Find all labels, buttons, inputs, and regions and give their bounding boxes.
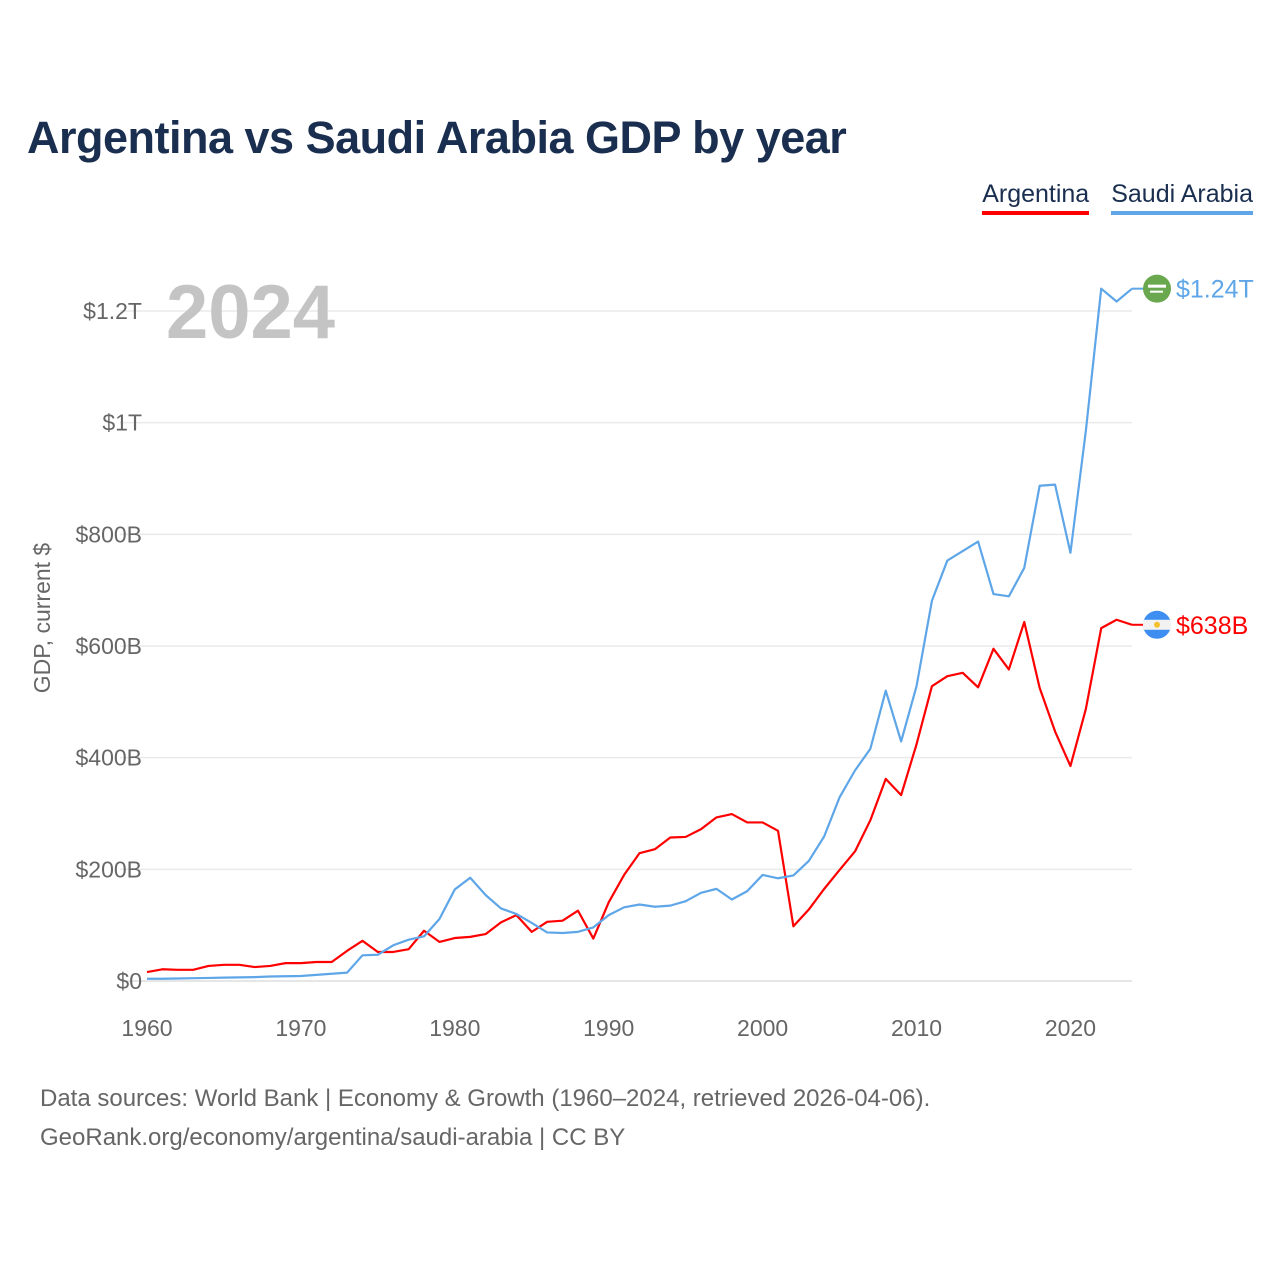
y-tick-label: $600B	[75, 633, 142, 659]
saudi-arabia-flag-icon	[1143, 274, 1171, 303]
year-watermark: 2024	[166, 270, 335, 355]
x-tick-label: 1960	[121, 1015, 172, 1041]
y-tick-label: $400B	[75, 745, 142, 771]
y-axis-label: GDP, current $	[29, 543, 55, 694]
y-tick-label: $800B	[75, 521, 142, 547]
y-tick-label: $0	[116, 968, 142, 994]
y-tick-label: $1T	[102, 410, 142, 436]
y-tick-label: $200B	[75, 856, 142, 882]
end-value-label: $638B	[1176, 612, 1248, 640]
y-tick-label: $1.2T	[83, 298, 142, 324]
legend-saudi-arabia[interactable]: Saudi Arabia	[1111, 180, 1253, 215]
end-value-label: $1.24T	[1176, 276, 1254, 304]
source-note: Data sources: World Bank | Economy & Gro…	[40, 1085, 931, 1112]
x-tick-label: 1990	[583, 1015, 634, 1041]
x-tick-label: 2010	[891, 1015, 942, 1041]
legend: Argentina Saudi Arabia	[982, 180, 1253, 215]
argentina-flag-icon	[1143, 610, 1171, 639]
series-line-argentina[interactable]	[146, 618, 1133, 974]
source-link[interactable]: GeoRank.org/economy/argentina/saudi-arab…	[40, 1124, 626, 1151]
legend-argentina[interactable]: Argentina	[982, 180, 1090, 215]
series-line-saudi-arabia[interactable]	[147, 287, 1133, 980]
page-title: Argentina vs Saudi Arabia GDP by year	[27, 112, 847, 163]
x-tick-label: 2000	[737, 1015, 788, 1041]
x-tick-label: 1980	[429, 1015, 480, 1041]
x-tick-label: 2020	[1045, 1015, 1096, 1041]
x-tick-label: 1970	[275, 1015, 326, 1041]
